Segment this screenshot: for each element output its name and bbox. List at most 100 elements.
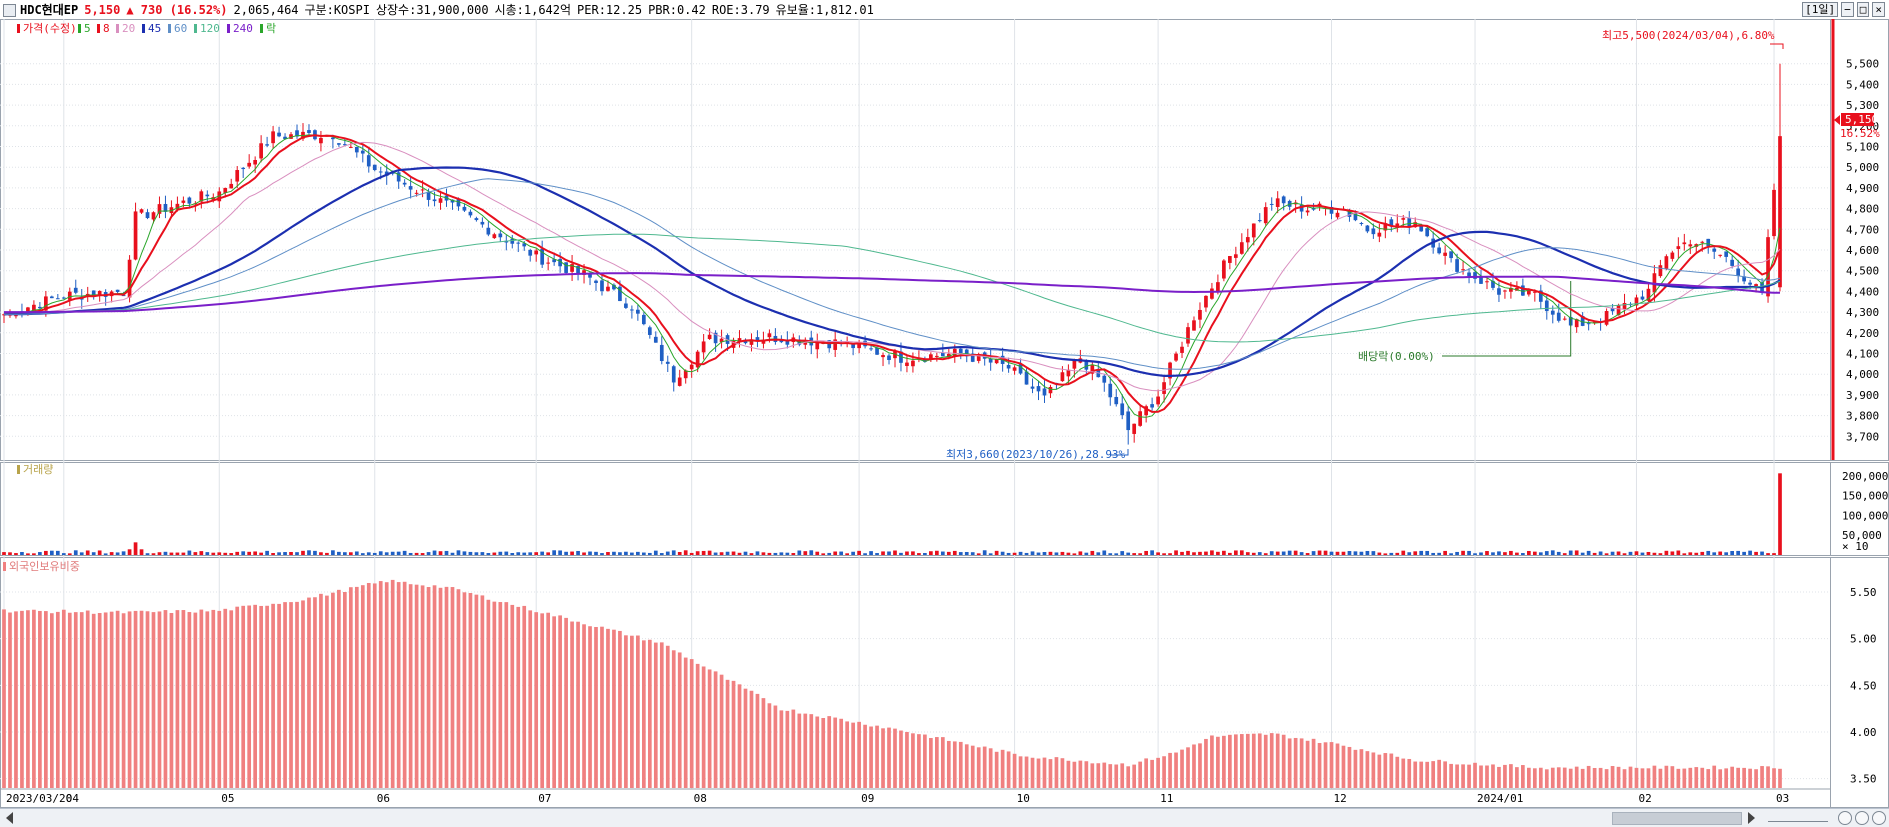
- candle-body: [1377, 232, 1382, 237]
- foreign-bar: [1114, 764, 1119, 788]
- volume-y-tick: 150,000: [1842, 490, 1888, 503]
- candle: [1245, 228, 1250, 252]
- candle: [133, 202, 138, 261]
- volume-bar: [695, 551, 700, 555]
- volume-bar: [241, 551, 246, 555]
- candle-body: [683, 370, 688, 379]
- candle-body: [1401, 218, 1406, 220]
- period-button[interactable]: [1일]: [1802, 2, 1839, 17]
- candle-body: [994, 359, 999, 364]
- volume-bar: [976, 553, 981, 555]
- market-type: 구분:KOSPI: [304, 3, 370, 17]
- candle-body: [450, 199, 455, 203]
- stock-name[interactable]: HDC현대EP: [20, 3, 79, 17]
- candle-body: [1634, 297, 1639, 306]
- volume-bar: [1275, 551, 1280, 555]
- candle-body: [1622, 303, 1627, 310]
- volume-bar: [564, 551, 568, 555]
- zoom-reset-icon[interactable]: [1872, 811, 1886, 825]
- candle: [229, 178, 234, 189]
- price-panel[interactable]: [2, 19, 1835, 460]
- scroll-right-icon[interactable]: [1748, 812, 1755, 824]
- horizontal-scrollbar[interactable]: [0, 808, 1889, 827]
- volume-bar: [1742, 551, 1746, 555]
- candle-body: [175, 203, 180, 210]
- candle-body: [641, 314, 646, 325]
- volume-bar: [935, 550, 939, 555]
- candle-body: [253, 160, 257, 165]
- candle: [1724, 251, 1729, 263]
- volume-bar: [994, 550, 999, 555]
- volume-bar: [133, 542, 138, 555]
- scroll-left-icon[interactable]: [6, 812, 13, 824]
- foreign-bar: [1461, 764, 1465, 788]
- volume-bar: [731, 551, 736, 555]
- volume-bar: [1114, 553, 1119, 555]
- volume-bar: [360, 553, 365, 555]
- volume-bar: [1359, 551, 1364, 555]
- candle-body: [127, 259, 132, 298]
- foreign-bar: [26, 610, 30, 788]
- volume-bar: [1425, 550, 1430, 555]
- foreign-bar: [869, 726, 873, 788]
- zoom-in-icon[interactable]: [1855, 811, 1869, 825]
- x-tick-label: 04: [66, 792, 80, 805]
- foreign-bar: [600, 626, 604, 788]
- volume-bar: [1706, 550, 1711, 555]
- candle-body: [1012, 367, 1017, 371]
- volume-bar: [875, 553, 879, 555]
- zoom-out-icon[interactable]: [1838, 811, 1852, 825]
- volume-bar: [1222, 550, 1226, 555]
- foreign-bar: [414, 584, 419, 788]
- candle: [624, 297, 628, 310]
- price-legend: 가격(수정) 5 8 20 45 60 120 240 락: [17, 22, 276, 35]
- candle-body: [1036, 386, 1041, 392]
- candle-body: [1461, 269, 1465, 271]
- candle-body: [223, 187, 228, 193]
- candle-body: [665, 361, 670, 364]
- foreign-bar: [44, 611, 48, 788]
- candle: [1132, 423, 1137, 443]
- foreign-bar: [1257, 733, 1262, 788]
- candle: [480, 217, 485, 228]
- foreign-bar: [372, 583, 377, 788]
- volume-bar: [1090, 550, 1095, 555]
- candle-body: [73, 287, 78, 293]
- foreign-bar: [1706, 769, 1711, 788]
- volume-bar: [396, 551, 401, 555]
- foreign-ownership-panel[interactable]: [2, 579, 1782, 788]
- volume-bar: [851, 551, 855, 555]
- price-change: ▲ 730 (16.52%): [126, 2, 228, 17]
- maximize-icon[interactable]: □: [1856, 2, 1870, 17]
- close-icon[interactable]: ×: [1872, 2, 1885, 17]
- candle-body: [199, 191, 204, 202]
- foreign-bar: [1174, 752, 1178, 788]
- candle: [139, 208, 144, 214]
- volume-bar: [103, 553, 108, 555]
- volume-bar: [677, 551, 682, 555]
- volume-bar: [1377, 552, 1382, 555]
- high-leader-line: [1770, 43, 1784, 49]
- candle-body: [534, 250, 539, 255]
- foreign-bar: [1610, 766, 1615, 788]
- volume-bar: [600, 553, 604, 555]
- menu-icon[interactable]: [3, 4, 16, 17]
- scroll-thumb[interactable]: [1612, 812, 1742, 825]
- candle-body: [881, 355, 885, 358]
- zoom-slider[interactable]: [1768, 813, 1828, 822]
- candle: [1473, 266, 1477, 284]
- foreign-bar: [1120, 763, 1125, 788]
- minimize-icon[interactable]: −: [1841, 2, 1854, 17]
- volume-bar: [1000, 551, 1005, 555]
- volume-bar: [522, 552, 527, 555]
- candle-body: [647, 327, 652, 335]
- volume-panel[interactable]: [2, 473, 1782, 555]
- candle-body: [1204, 295, 1208, 308]
- candle: [1688, 239, 1693, 254]
- pbr-value: PBR:0.42: [648, 2, 706, 17]
- volume-bar: [1138, 553, 1143, 555]
- candle: [653, 331, 658, 343]
- candle-body: [1497, 288, 1501, 295]
- candle: [594, 279, 598, 291]
